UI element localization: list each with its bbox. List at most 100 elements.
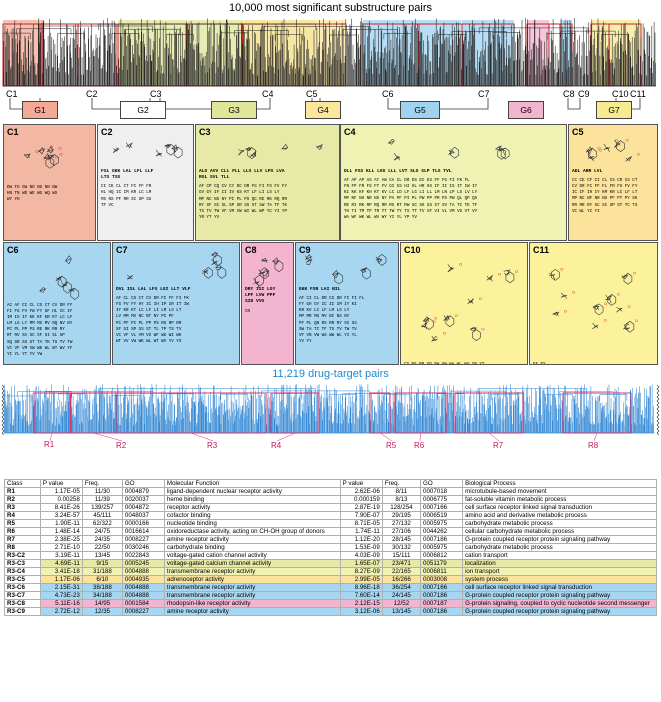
region-label: R3 [207, 441, 218, 450]
panel-title: C7 [116, 245, 128, 255]
table-cell: 4.69E-11 [39, 559, 83, 568]
column-header: Freq. [81, 479, 123, 488]
table-cell: cellular carbohydrate metabolic process [462, 527, 657, 536]
table-cell: adrenoceptor activity [163, 575, 341, 584]
table-cell: G-protein coupled receptor protein signa… [462, 607, 657, 616]
cluster-label: C3 [150, 89, 162, 99]
cluster-label: C10 [612, 89, 629, 99]
table-cell: R8 [4, 543, 41, 552]
table-cell: 0007186 [420, 535, 464, 544]
table-cell: 1.53E-09 [339, 543, 383, 552]
table-cell: 0051179 [420, 559, 464, 568]
table-cell: 0048037 [121, 511, 165, 520]
table-cell: 0030246 [121, 543, 165, 552]
panel-title: C3 [199, 127, 211, 137]
panel-title: C6 [7, 245, 19, 255]
table-cell: G-protein coupled receptor protein signa… [462, 591, 657, 600]
panel-bold-motifs: DVL ISL LAL LFS LGI LLT VLF [116, 287, 191, 292]
table-cell: 45/111 [81, 511, 123, 520]
table-cell: 24/35 [81, 535, 123, 544]
table-cell: oxidoreductase activity, acting on CH-OH… [163, 527, 341, 536]
table-cell: 8.27E-09 [339, 567, 383, 576]
panel-motifs: AF CL CS CT CV DR FC FF FI FK FS FV FY H… [116, 297, 189, 344]
cluster-panel-c4: C4 DLL FSS KLL LGG LLL LVT SLG SLP TLS TV… [340, 124, 567, 241]
table-cell: 8.71E-05 [339, 519, 383, 528]
table-cell: R7 [4, 535, 41, 544]
table-cell: 13/45 [81, 551, 123, 560]
table-cell: system process [462, 575, 657, 584]
table-cell: 0005245 [121, 559, 165, 568]
molecule-structures [112, 142, 183, 159]
top-title: 10,000 most significant substructure pai… [229, 2, 432, 14]
table-cell: localization [462, 559, 657, 568]
table-cell: R3-C8 [4, 599, 41, 608]
table-cell: 12/35 [81, 607, 123, 616]
column-header: P value [339, 479, 383, 488]
table-cell: 3.41E-18 [39, 567, 83, 576]
table-cell: 0004888 [121, 567, 165, 576]
svg-text:O: O [615, 138, 618, 143]
panel-motifs: CI CK CL CT FC FF FR HL HQ IC IM KR LC L… [101, 185, 152, 208]
column-header: P value [39, 479, 83, 488]
table-cell: 3.24E-57 [39, 511, 83, 520]
molecule-structures: O O O O O O O O O [549, 266, 638, 333]
table-cell: R3-C4 [4, 567, 41, 576]
panel-bold-motifs: ADL ARR LVL [572, 169, 603, 174]
panel-bold-motifs: FSL GKK LAL LFL LLF LTS TSS [101, 169, 154, 181]
table-cell: rhodopsin-like receptor activity [163, 599, 341, 608]
table-cell: 1.17E-05 [39, 487, 83, 496]
table-cell: 2.72E-12 [39, 607, 83, 616]
table-cell: 36/254 [381, 583, 422, 592]
table-cell: 8.96E-18 [339, 583, 383, 592]
table-cell: 0007018 [420, 487, 464, 496]
table-cell: 30/132 [381, 543, 422, 552]
table-cell: 0006811 [420, 567, 464, 576]
table-cell: nucleotide binding [163, 519, 341, 528]
table-row: R3-C4 3.41E-18 31/188 0004888 transmembrane … [4, 567, 657, 576]
table-cell: 2.38E-25 [39, 535, 83, 544]
molecule-structures [305, 253, 387, 285]
table-row: R3-C5 1.17E-06 6/10 0004935 adrenoceptor act… [4, 575, 657, 584]
table-cell: 3.12E-06 [339, 607, 383, 616]
column-header: GO [121, 479, 165, 488]
cluster-panel-c3: C3 ALG AVV CLL FLL LLS LLV LPS LVA RSL SV… [195, 124, 340, 241]
cluster-panel-c8: C8 DRY ISI LGY LPF LVW PPF SID VVG CN [241, 242, 294, 365]
table-cell: 0008227 [121, 607, 165, 616]
svg-text:O: O [617, 291, 620, 296]
group-box: G3 [211, 101, 257, 119]
table-row: R8 2.71E-10 22/50 0030246 carbohydrate bindi… [4, 543, 657, 552]
cluster-label: C11 [630, 89, 646, 99]
table-cell: fat-soluble vitamin metabolic process [462, 495, 657, 504]
panel-title: C4 [344, 127, 356, 137]
table-cell: 6/10 [81, 575, 123, 584]
svg-text:O: O [59, 146, 62, 151]
svg-text:O: O [35, 149, 38, 154]
panel-motifs: AF AP AP AS AT AW CA CL DR DS EC ES FF F… [344, 179, 478, 220]
panel-motifs: AF CI CL DR CS DR FC FI FL FY GH GY IC I… [299, 297, 365, 344]
panel-motifs: CS NS PP SQ SW VW WA WL WV YN YT [404, 363, 485, 365]
svg-text:O: O [498, 271, 501, 276]
table-cell: voltage-gated cation channel activity [163, 551, 341, 560]
table-cell: 0016614 [121, 527, 165, 536]
table-cell: 1.90E-11 [39, 519, 83, 528]
table-cell: 0007187 [420, 599, 464, 608]
table-cell: G-protein coupled receptor protein signa… [462, 535, 657, 544]
table-cell: 22/165 [381, 567, 422, 576]
table-cell: 0000166 [121, 519, 165, 528]
table-row: R7 2.38E-25 24/35 0008227 amine receptor act… [4, 535, 657, 544]
table-cell: 24/75 [81, 527, 123, 536]
table-cell: transmembrane receptor activity [163, 567, 341, 576]
table-cell: 0004879 [121, 487, 165, 496]
table-cell: 1.12E-20 [339, 535, 383, 544]
table-cell: carbohydrate metabolic process [462, 543, 657, 552]
table-cell: 0004935 [121, 575, 165, 584]
table-cell: R3-C2 [4, 551, 41, 560]
svg-text:O: O [59, 152, 62, 157]
table-cell: 2.15E-31 [39, 583, 83, 592]
table-cell: amine receptor activity [163, 607, 341, 616]
table-cell: 27/106 [381, 527, 422, 536]
table-cell: cofactor binding [163, 511, 341, 520]
svg-text:O: O [564, 308, 567, 313]
table-cell: 0006519 [420, 511, 464, 520]
